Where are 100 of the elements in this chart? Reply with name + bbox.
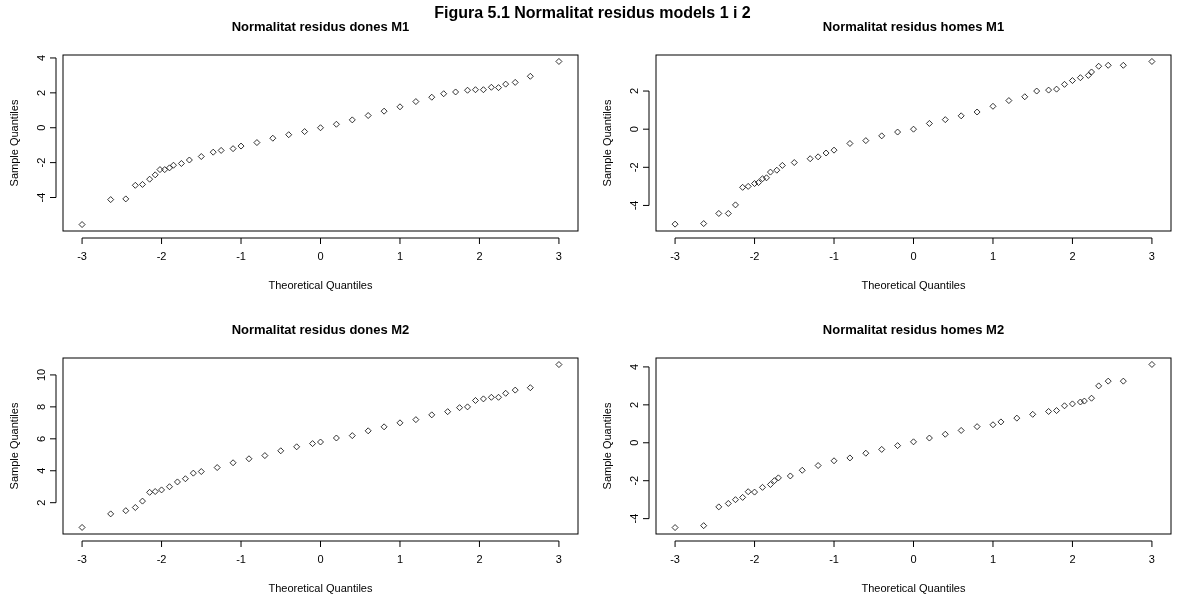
point <box>526 72 534 80</box>
point <box>412 98 420 105</box>
point <box>146 175 154 183</box>
point <box>739 183 747 191</box>
y-tick-label: 0 <box>628 126 640 133</box>
x-tick-label: -1 <box>829 250 839 262</box>
point <box>715 210 723 217</box>
point <box>878 446 886 453</box>
point <box>1104 377 1112 385</box>
x-tick-label: 1 <box>989 250 997 262</box>
point <box>229 459 237 467</box>
point <box>744 182 752 190</box>
point <box>511 78 519 86</box>
point <box>878 132 886 140</box>
point <box>926 434 933 442</box>
x-tick-label: -1 <box>829 553 839 565</box>
x-tick-label: 0 <box>910 250 917 262</box>
point <box>1053 85 1060 93</box>
point <box>309 440 316 447</box>
point <box>166 483 173 491</box>
point <box>412 416 420 424</box>
point <box>1061 80 1068 88</box>
point <box>428 93 436 101</box>
point <box>131 181 139 189</box>
point <box>428 411 436 419</box>
x-tick-label: 1 <box>989 553 997 565</box>
point <box>798 466 806 474</box>
point <box>511 386 519 394</box>
point <box>1119 61 1127 69</box>
point <box>480 86 487 94</box>
point <box>1095 382 1103 390</box>
y-axis-title: Sample Quantiles <box>601 402 613 490</box>
point <box>671 524 679 531</box>
point <box>487 83 495 91</box>
x-tick-label: -2 <box>749 250 760 262</box>
y-tick-label: 6 <box>35 435 47 442</box>
x-tick-label: 0 <box>317 250 324 262</box>
point <box>941 116 949 124</box>
y-tick-label: 2 <box>35 499 47 506</box>
point <box>261 452 269 459</box>
point <box>1069 400 1076 408</box>
point <box>773 166 781 174</box>
y-axis-title: Sample Quantiles <box>601 99 613 187</box>
point <box>1069 77 1076 84</box>
point <box>767 168 774 176</box>
x-tick-label: 1 <box>396 553 404 565</box>
y-axis-title: Sample Quantiles <box>8 99 20 187</box>
x-tick-label: 2 <box>476 250 483 262</box>
point <box>1119 377 1127 385</box>
point <box>786 472 794 480</box>
point <box>139 181 146 188</box>
point <box>293 443 301 451</box>
point <box>396 419 404 427</box>
y-tick-label: 0 <box>628 439 640 446</box>
point <box>151 171 159 179</box>
point <box>197 468 205 475</box>
point <box>1080 397 1088 405</box>
point <box>333 120 340 128</box>
point <box>285 131 293 139</box>
x-tick-label: 3 <box>1148 250 1155 262</box>
point <box>301 128 308 135</box>
point <box>1104 61 1112 69</box>
point <box>724 210 732 217</box>
x-tick-label: 0 <box>317 553 324 565</box>
point <box>755 179 762 186</box>
x-tick-label: -2 <box>156 250 167 262</box>
point <box>107 510 115 518</box>
point <box>759 483 766 491</box>
y-tick-label: -4 <box>628 200 640 211</box>
point <box>957 112 965 120</box>
point <box>464 86 471 94</box>
x-tick-label: 0 <box>910 553 917 565</box>
point <box>926 120 933 127</box>
point <box>814 462 822 469</box>
point <box>1088 394 1095 402</box>
point <box>440 90 448 98</box>
point <box>941 430 949 438</box>
point <box>700 220 708 227</box>
point <box>1045 86 1053 94</box>
chart-title: Normalitat residus dones M2 <box>231 322 410 337</box>
point <box>739 494 747 501</box>
y-tick-label: -2 <box>628 162 640 173</box>
x-tick-label: -2 <box>749 553 760 565</box>
point <box>487 393 495 401</box>
point <box>122 195 130 203</box>
x-tick-label: 3 <box>1148 553 1155 565</box>
point <box>1084 72 1092 79</box>
point <box>774 474 782 482</box>
x-tick-label: -3 <box>670 250 680 262</box>
y-tick-label: 2 <box>628 401 640 408</box>
point <box>1021 93 1029 101</box>
point <box>174 478 181 486</box>
point <box>156 166 164 173</box>
point <box>862 137 870 145</box>
point <box>778 162 786 169</box>
point <box>1045 408 1053 415</box>
x-tick-label: -3 <box>670 553 680 565</box>
point <box>277 447 285 455</box>
x-axis-title: Theoretical Quantiles <box>268 582 373 594</box>
point <box>213 464 221 471</box>
